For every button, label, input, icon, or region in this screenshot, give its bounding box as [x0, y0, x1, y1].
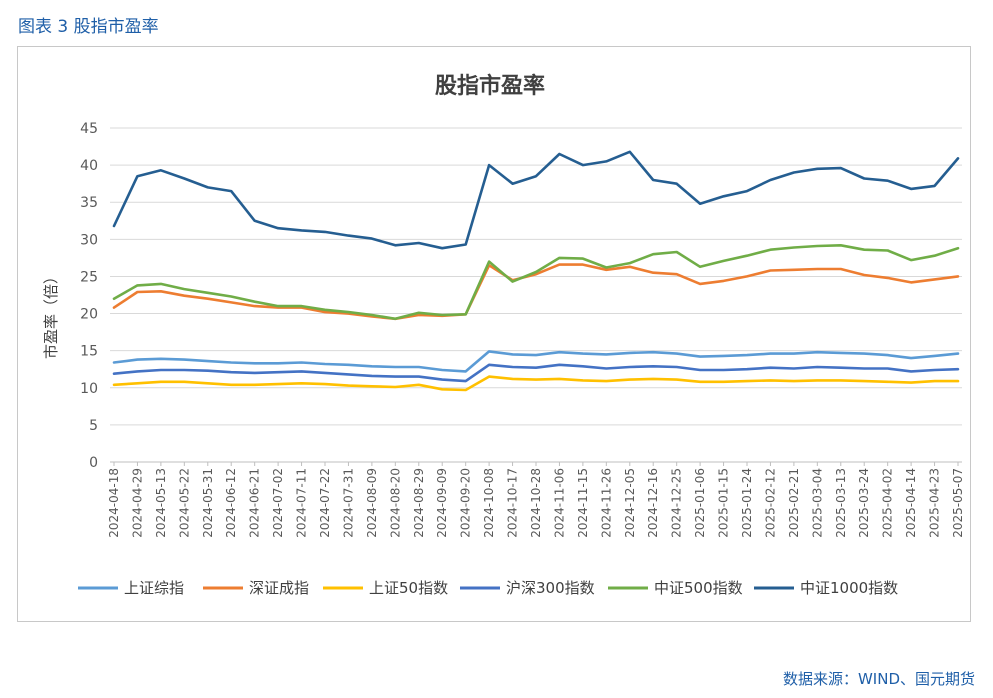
pe-ratio-line-chart: 股指市盈率 市盈率（倍） 0 5 10 15 20 25 30 35 40 45 2024-04-…	[42, 73, 965, 597]
series-line-深证成指	[112, 263, 960, 321]
x-tick-label: 2025-01-24	[740, 468, 754, 538]
legend-label: 沪深300指数	[506, 579, 595, 597]
x-tick-label: 2024-11-06	[552, 468, 566, 538]
x-tick-label: 2024-05-22	[177, 468, 191, 538]
series-line-中证500指数	[112, 244, 960, 321]
x-tick-label: 2024-07-02	[271, 468, 285, 538]
x-tick-label: 2025-01-06	[693, 468, 707, 538]
x-tick-label: 2024-10-17	[506, 468, 520, 538]
x-tick-label: 2024-08-09	[365, 468, 379, 538]
series-line-中证1000指数	[112, 150, 960, 250]
x-tick-label: 2025-03-04	[810, 468, 824, 538]
x-tick-label: 2024-08-29	[412, 468, 426, 538]
y-tick-label: 40	[80, 158, 98, 174]
x-tick-label: 2025-01-15	[717, 468, 731, 538]
source-note: 数据来源：WIND、国元期货	[782, 670, 975, 688]
x-tick-label: 2024-12-16	[646, 468, 660, 538]
y-tick-label: 45	[80, 121, 98, 137]
y-tick-labels: 0 5 10 15 20 25 30 35 40 45	[80, 121, 98, 471]
x-tick-label: 2024-09-09	[435, 468, 449, 538]
x-tick-label: 2024-11-26	[599, 468, 613, 538]
series-lines	[112, 150, 960, 392]
x-tick-label: 2024-07-11	[295, 468, 309, 538]
legend-label: 上证综指	[124, 579, 184, 597]
y-axis-label: 市盈率（倍）	[42, 269, 60, 359]
series-line-上证综指	[112, 350, 960, 373]
y-tick-label: 20	[80, 307, 98, 323]
legend: 上证综指 深证成指 上证50指数 沪深300指数 中证500指数 中证1000指数	[78, 579, 898, 597]
y-tick-label: 30	[80, 232, 98, 248]
series-line-上证50指数	[112, 375, 960, 392]
y-tick-label: 25	[80, 269, 98, 285]
y-tick-label: 10	[80, 381, 98, 397]
x-tick-label: 2024-06-21	[248, 468, 262, 538]
x-tick-label: 2025-05-07	[951, 468, 965, 538]
y-tick-label: 15	[80, 344, 98, 360]
x-tick-label: 2024-12-05	[623, 468, 637, 538]
x-tick-label: 2025-02-12	[763, 468, 777, 538]
x-tick-label: 2024-09-20	[459, 468, 473, 538]
y-tick-label: 5	[89, 418, 98, 434]
x-tick-label: 2024-04-18	[107, 468, 121, 538]
x-tick-label: 2024-10-08	[482, 468, 496, 538]
x-tick-label: 2024-05-31	[201, 468, 215, 538]
chart-frame: 股指市盈率 市盈率（倍） 0 5 10 15 20 25 30 35 40 45 2024-04-…	[17, 46, 971, 622]
y-tick-label: 35	[80, 195, 98, 211]
x-tick-label: 2024-05-13	[154, 468, 168, 538]
y-tick-label: 0	[89, 455, 98, 471]
x-tick-label: 2024-08-20	[388, 468, 402, 538]
x-tick-label: 2024-07-31	[341, 468, 355, 538]
x-tick-label: 2024-04-29	[130, 468, 144, 538]
x-tick-label: 2025-02-21	[787, 468, 801, 538]
x-tick-label: 2025-04-23	[928, 468, 942, 538]
figure-caption: 图表 3 股指市盈率	[18, 17, 159, 37]
series-line-沪深300指数	[112, 363, 960, 383]
legend-label: 上证50指数	[369, 579, 448, 597]
legend-label: 中证500指数	[654, 579, 743, 597]
x-tick-label: 2024-10-28	[529, 468, 543, 538]
legend-label: 中证1000指数	[800, 579, 898, 597]
x-tick-label: 2025-03-24	[857, 468, 871, 538]
x-tick-label: 2025-04-02	[881, 468, 895, 538]
x-tick-label: 2024-07-22	[318, 468, 332, 538]
x-tick-label: 2024-12-25	[670, 468, 684, 538]
legend-label: 深证成指	[249, 579, 309, 597]
x-tick-labels: 2024-04-18 2024-04-29 2024-05-13 2024-05-22…	[107, 462, 965, 538]
chart-title: 股指市盈率	[435, 73, 545, 99]
x-tick-label: 2025-04-14	[904, 468, 918, 538]
x-tick-label: 2025-03-13	[834, 468, 848, 538]
gridlines	[110, 127, 962, 463]
x-tick-label: 2024-11-15	[576, 468, 590, 538]
x-tick-label: 2024-06-12	[224, 468, 238, 538]
